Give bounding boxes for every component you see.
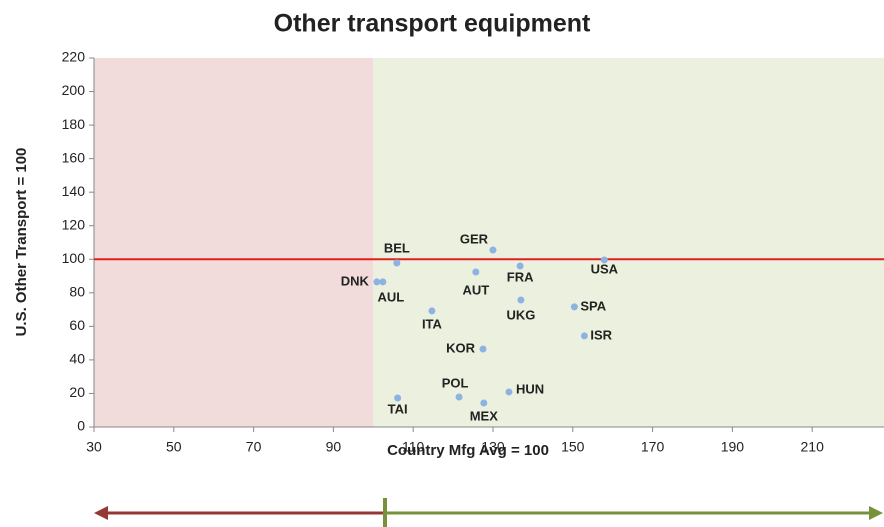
y-tick-label: 220 — [62, 49, 86, 65]
point — [516, 262, 524, 270]
y-tick-label: 0 — [77, 418, 85, 434]
point — [600, 256, 608, 264]
x-tick-label: 30 — [86, 439, 102, 455]
point-label: AUL — [378, 289, 405, 304]
point-label: MEX — [470, 408, 499, 423]
y-tick-label: 100 — [62, 250, 86, 266]
point-label: DNK — [341, 273, 370, 288]
point-label: TAI — [388, 401, 408, 416]
left-region — [94, 58, 374, 427]
y-tick-label: 120 — [62, 216, 86, 232]
y-tick-label: 180 — [62, 116, 86, 132]
point-label: KOR — [446, 340, 476, 355]
y-tick-label: 200 — [62, 82, 86, 98]
y-tick-label: 140 — [62, 183, 86, 199]
x-tick-label: 150 — [561, 439, 585, 455]
chart-title: Other transport equipment — [274, 10, 591, 38]
left-arrow-head — [94, 506, 108, 520]
point — [394, 394, 402, 402]
point-label: AUT — [462, 282, 489, 297]
point — [428, 307, 436, 315]
right-region — [373, 58, 884, 427]
x-tick-label: 70 — [246, 439, 262, 455]
point-label: BEL — [384, 240, 410, 255]
point-label: USA — [591, 261, 619, 276]
point — [489, 246, 497, 254]
point-label: POL — [442, 375, 469, 390]
x-tick-label: 90 — [326, 439, 342, 455]
point — [479, 345, 487, 353]
point-label: SPA — [580, 298, 606, 313]
x-tick-label: 210 — [801, 439, 825, 455]
x-tick-label: 130 — [481, 439, 505, 455]
y-tick-label: 20 — [69, 384, 85, 400]
direction-arrows — [94, 498, 883, 527]
y-tick-label: 60 — [69, 317, 85, 333]
point — [455, 393, 463, 401]
point-label: ISR — [590, 327, 612, 342]
y-tick-label: 160 — [62, 149, 86, 165]
x-axis-label: Country Mfg Avg = 100 — [387, 442, 549, 459]
point — [373, 278, 381, 286]
point — [570, 303, 578, 311]
point-label: FRA — [507, 269, 534, 284]
x-tick-label: 50 — [166, 439, 182, 455]
x-tick-label: 110 — [402, 439, 425, 455]
point — [517, 296, 525, 304]
y-axis-label: U.S. Other Transport = 100 — [13, 148, 30, 337]
x-tick-label: 190 — [721, 439, 745, 455]
point-label: ITA — [422, 316, 443, 331]
point — [480, 399, 488, 407]
point — [580, 332, 588, 340]
point-label: HUN — [516, 381, 544, 396]
point — [379, 278, 387, 286]
point-label: UKG — [506, 307, 535, 322]
point-label: GER — [460, 231, 489, 246]
y-tick-label: 80 — [69, 284, 85, 300]
point — [393, 259, 401, 267]
x-tick-label: 170 — [641, 439, 665, 455]
y-tick-label: 40 — [69, 351, 85, 367]
point — [505, 388, 513, 396]
point — [472, 268, 480, 276]
right-arrow-head — [869, 506, 883, 520]
